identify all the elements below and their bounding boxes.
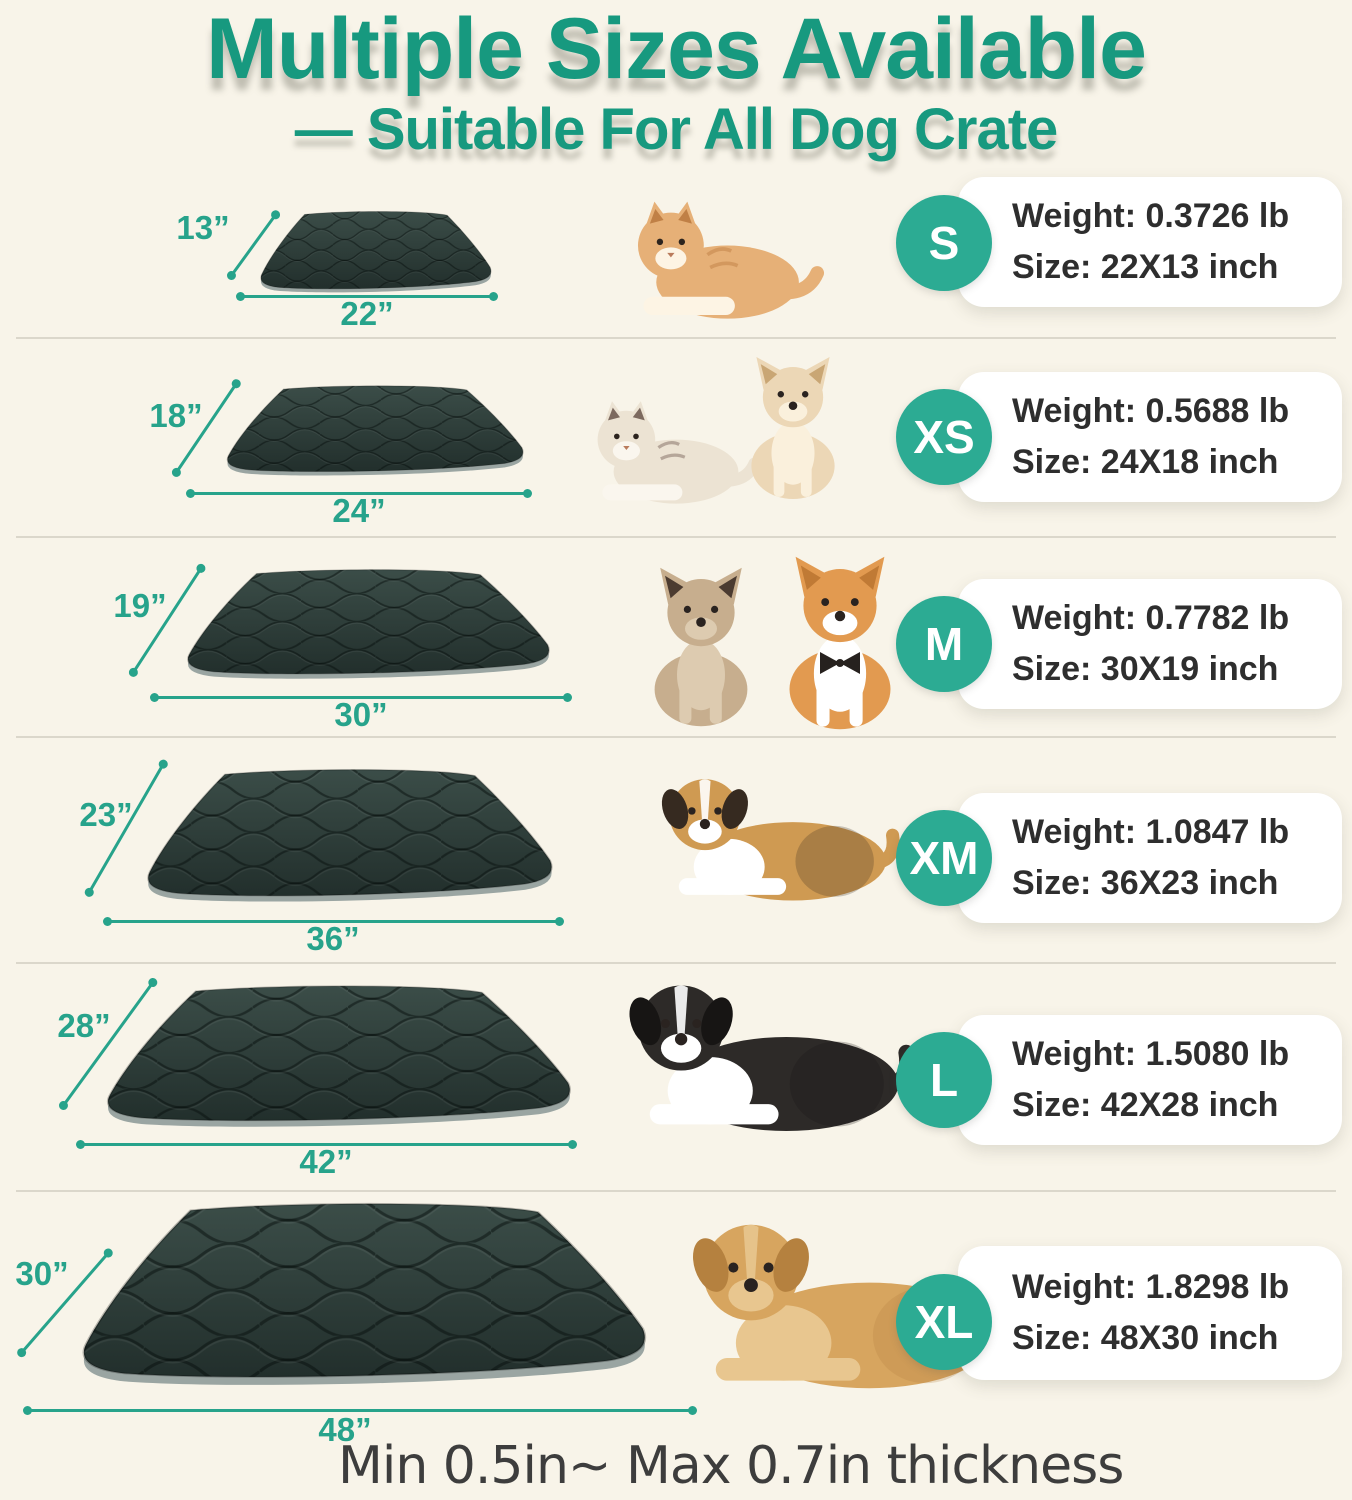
width-dimension-line	[23, 1406, 697, 1415]
depth-label: 30”	[15, 1255, 69, 1292]
size-badge: M	[896, 596, 992, 692]
crate-mat-illustration	[82, 1202, 647, 1387]
crate-mat-illustration	[187, 568, 550, 680]
crate-mat-illustration	[106, 984, 571, 1128]
width-dimension-line	[76, 1140, 577, 1149]
size-badge: XL	[896, 1274, 992, 1370]
spec-card: Weight: 0.7782 lb Size: 30X19 inch	[958, 579, 1342, 709]
pet-corgi	[766, 548, 914, 738]
weight-text: Weight: 0.3726 lb	[1012, 197, 1290, 236]
pet-orange-tabby-cat	[612, 198, 834, 326]
row-divider	[16, 736, 1336, 738]
page-title: Multiple Sizes Available	[206, 1, 1147, 97]
crate-mat-illustration	[147, 768, 553, 903]
weight-text: Weight: 1.5080 lb	[1012, 1035, 1290, 1074]
weight-text: Weight: 1.8298 lb	[1012, 1268, 1290, 1307]
width-label: 48”	[318, 1411, 372, 1448]
width-dimension-line	[103, 917, 564, 926]
size-text: Size: 22X13 inch	[1012, 248, 1279, 286]
pet-beagle	[628, 768, 920, 908]
size-text: Size: 30X19 inch	[1012, 650, 1279, 688]
width-dimension-line	[236, 292, 498, 301]
width-label: 22”	[340, 295, 394, 332]
depth-label: 28”	[57, 1007, 111, 1044]
thickness-note: Min 0.5in~ Max 0.7in thickness	[338, 1436, 1124, 1496]
width-dimension-line	[186, 489, 532, 498]
page-subtitle: — Suitable For All Dog Crate	[294, 97, 1059, 162]
width-label: 36”	[306, 920, 360, 957]
row-divider	[16, 536, 1336, 538]
depth-label: 23”	[79, 796, 133, 833]
pet-chihuahua	[732, 352, 854, 504]
weight-text: Weight: 1.0847 lb	[1012, 813, 1290, 852]
width-label: 24”	[332, 492, 386, 529]
spec-card: Weight: 0.5688 lb Size: 24X18 inch	[958, 372, 1342, 502]
size-text: Size: 48X30 inch	[1012, 1319, 1279, 1357]
width-label: 42”	[299, 1143, 353, 1180]
width-label: 30”	[334, 696, 388, 733]
row-divider	[16, 962, 1336, 964]
size-badge: XM	[896, 810, 992, 906]
weight-text: Weight: 0.7782 lb	[1012, 599, 1290, 638]
row-divider	[16, 1190, 1336, 1192]
spec-card: Weight: 0.3726 lb Size: 22X13 inch	[958, 177, 1342, 307]
corgi-bowtie	[820, 652, 860, 674]
size-badge: XS	[896, 389, 992, 485]
crate-mat-illustration	[226, 385, 524, 477]
depth-label: 13”	[176, 209, 230, 246]
spec-card: Weight: 1.8298 lb Size: 48X30 inch	[958, 1246, 1342, 1380]
pet-border-collie	[606, 972, 922, 1140]
size-badge: S	[896, 195, 992, 291]
pet-french-bulldog	[633, 558, 769, 736]
width-dimension-line	[150, 693, 572, 702]
spec-card: Weight: 1.5080 lb Size: 42X28 inch	[958, 1015, 1342, 1145]
size-badge: L	[896, 1032, 992, 1128]
depth-label: 18”	[149, 397, 203, 434]
depth-label: 19”	[113, 587, 167, 624]
row-divider	[16, 337, 1336, 339]
crate-mat-illustration	[260, 210, 492, 293]
size-text: Size: 36X23 inch	[1012, 864, 1279, 902]
spec-card: Weight: 1.0847 lb Size: 36X23 inch	[958, 793, 1342, 923]
size-text: Size: 42X28 inch	[1012, 1086, 1279, 1124]
weight-text: Weight: 0.5688 lb	[1012, 392, 1290, 431]
size-text: Size: 24X18 inch	[1012, 443, 1279, 481]
